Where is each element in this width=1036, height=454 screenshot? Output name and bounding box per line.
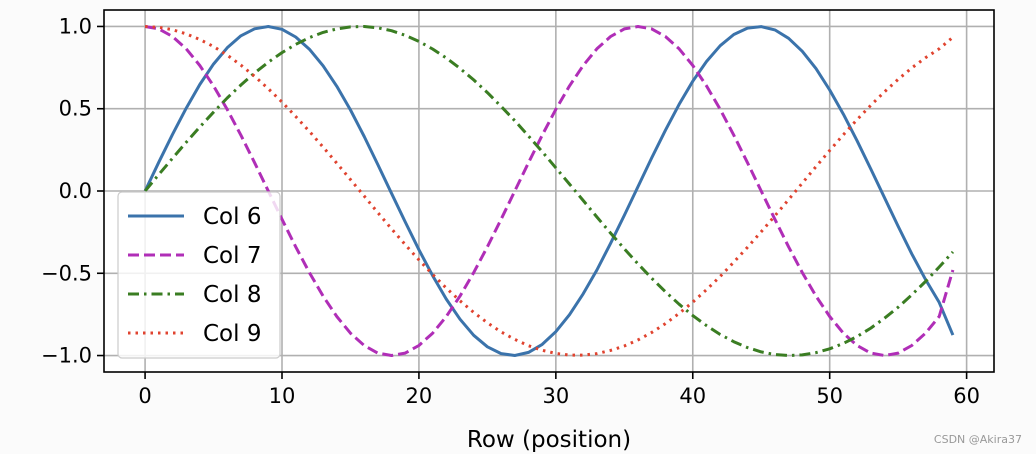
legend-label: Col 8 [203,282,261,308]
y-tick-label: −1.0 [41,344,92,368]
legend-label: Col 7 [203,243,261,269]
y-tick-label: −0.5 [41,261,92,285]
x-axis-ticks: 0 10 20 30 40 50 60 [138,372,980,408]
y-axis-ticks: −1.0 −0.5 0.0 0.5 1.0 [41,14,104,368]
x-tick-label: 20 [406,384,433,408]
legend-label: Col 6 [203,204,261,230]
y-tick-label: 0.0 [59,179,92,203]
series-line-col-8 [143,25,955,357]
y-tick-label: 0.5 [59,97,92,121]
x-tick-label: 0 [138,384,151,408]
x-tick-label: 40 [679,384,706,408]
y-tick-label: 1.0 [59,14,92,38]
x-tick-label: 50 [816,384,843,408]
x-tick-label: 60 [953,384,980,408]
legend-box [117,191,281,359]
watermark: CSDN @Akira37 [934,433,1022,446]
x-tick-label: 30 [542,384,569,408]
series-layer [143,25,955,357]
x-tick-label: 10 [269,384,296,408]
legend: Col 6 Col 7 Col 8 Col 9 [117,191,281,359]
x-axis-label: Row (position) [467,427,631,453]
series-line-col-7 [144,25,955,357]
series-line-col-6 [143,25,955,357]
legend-label: Col 9 [203,321,261,347]
